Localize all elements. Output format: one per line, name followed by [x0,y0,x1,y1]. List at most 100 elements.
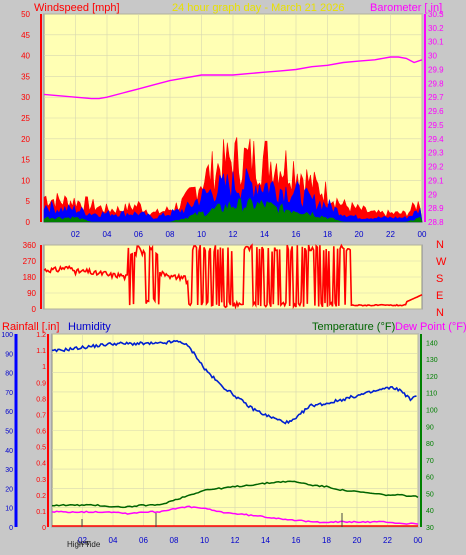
humidity-tick-label: 40 [5,448,13,455]
rain-tick-label: 0.2 [36,493,46,500]
chart-title: 24 hour graph day - March 21 2026 [172,2,344,14]
x-tick-label: 00 [414,536,423,545]
direction-tick-label: 270 [23,257,37,266]
temperature-line [51,480,419,509]
y2-tick-label: 29.7 [428,93,444,102]
y2-tick-label: 29.9 [428,65,444,74]
rain-tick-label: 1 [42,364,46,371]
wind-lull-area [43,197,423,223]
x-tick-label: 20 [353,536,362,545]
rain-tick-label: 1.1 [36,348,46,355]
y-tick-label: 35 [21,72,30,81]
temperature-y-ticks: 30 40 50 60 70 80 90 100 110 120 130 140 [426,340,438,532]
y2-tick-label: 29.2 [428,163,444,172]
temperature-tick-label: 140 [426,340,438,347]
dewpoint-line [51,505,419,525]
x-tick-label: 02 [78,536,87,545]
y-tick-label: 25 [21,114,30,123]
wind-x-ticks: 02 04 06 08 10 12 14 16 18 20 22 00 [71,230,427,239]
direction-tick-label: 180 [23,273,37,282]
y2-tick-label: 29.6 [428,107,444,116]
x-tick-label: 04 [109,536,118,545]
x-tick-label: 04 [103,230,112,239]
rain-tick-label: 0.6 [36,429,46,436]
y-tick-label: 10 [21,176,30,185]
y2-tick-label: 30.1 [428,38,444,47]
x-tick-label: 18 [323,230,332,239]
rain-tick-label: 0.7 [36,412,46,419]
tide-high-label: High [67,540,83,549]
humidity-tick-label: 60 [5,409,13,416]
humidity-tick-label: 100 [1,332,13,339]
x-tick-label: 16 [292,536,301,545]
compass-e: E [436,290,443,302]
temperature-tick-label: 50 [426,491,434,498]
rainfall-y-ticks: 0 0.1 0.2 0.3 0.4 0.5 0.6 0.7 0.8 0.9 1 1.1 1.2 [36,332,46,532]
x-tick-label: 16 [292,230,301,239]
y2-tick-label: 29.8 [428,79,444,88]
humidity-tick-label: 70 [5,390,13,397]
x-tick-label: 10 [197,230,206,239]
y2-tick-label: 29.1 [428,176,444,185]
x-tick-label: 02 [71,230,80,239]
rain-tick-label: 0.1 [36,509,46,516]
humidity-tick-label: 20 [5,486,13,493]
x-tick-label: 20 [355,230,364,239]
x-tick-label: 12 [231,536,240,545]
x-tick-label: 14 [260,230,269,239]
compass-n-bottom: N [436,307,444,319]
x-tick-label: 10 [200,536,209,545]
temperature-tick-label: 60 [426,475,434,482]
y2-tick-label: 28.8 [428,218,444,227]
x-tick-label: 14 [261,536,270,545]
wind-title: Windspeed [mph] [34,2,120,14]
y-tick-label: 45 [21,31,30,40]
direction-y-ticks: 0 90 180 270 360 [23,241,37,314]
temperature-tick-label: 120 [426,374,438,381]
humidity-grid [52,333,419,528]
y-tick-label: 5 [26,197,31,206]
humidity-tick-label: 10 [5,506,13,513]
barometer-y-ticks: 28.8 28.9 29 29.1 29.2 29.3 29.4 29.5 29.6 29.7 29… [428,10,444,227]
rain-tick-label: 1.2 [36,332,46,339]
x-tick-label: 00 [418,230,427,239]
rain-tick-label: 0.5 [36,445,46,452]
x-tick-label: 22 [386,230,395,239]
temperature-tick-label: 30 [426,525,434,532]
y-tick-label: 0 [26,218,31,227]
y2-tick-label: 30 [428,52,437,61]
y2-tick-label: 30.2 [428,24,444,33]
y-tick-label: 15 [21,156,30,165]
rainfall-title: Rainfall [.in] [2,321,59,333]
humidity-tick-label: 30 [5,467,13,474]
temperature-tick-label: 110 [426,391,437,398]
y-tick-label: 30 [21,93,30,102]
temperature-tick-label: 40 [426,508,434,515]
rain-tick-label: 0.9 [36,380,46,387]
x-tick-label: 22 [383,536,392,545]
x-tick-label: 06 [134,230,143,239]
rain-tick-label: 0.3 [36,477,46,484]
direction-tick-label: 360 [23,241,37,250]
rain-tick-label: 0 [42,525,46,532]
temperature-tick-label: 130 [426,357,438,364]
humidity-tick-label: 0 [9,525,13,532]
x-tick-label: 08 [170,536,179,545]
y2-tick-label: 29.4 [428,135,444,144]
humidity-tick-label: 80 [5,371,13,378]
humidity-y-ticks: 0 10 20 30 40 50 60 70 80 90 100 [1,332,13,532]
rain-tick-label: 0.8 [36,396,46,403]
y-tick-label: 20 [21,135,30,144]
temperature-title: Temperature (°F) [312,321,395,333]
wind-average-area [43,168,423,223]
direction-series [43,243,423,310]
humidity-title: Humidity [68,321,111,333]
wind-grid [44,13,423,223]
compass-w: W [436,256,447,268]
humidity-x-ticks: 02 04 06 08 10 12 14 16 18 20 22 00 [78,536,423,545]
humidity-line [52,339,417,425]
compass-n-top: N [436,239,444,251]
wind-series [43,137,423,223]
temperature-tick-label: 80 [426,441,434,448]
x-tick-label: 08 [166,230,175,239]
